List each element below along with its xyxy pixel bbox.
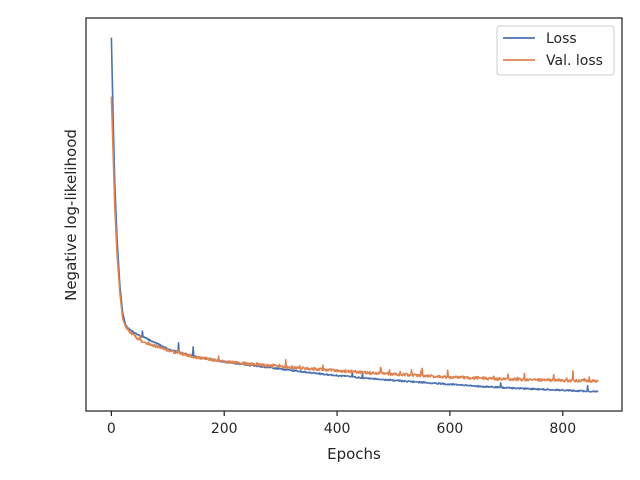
legend: Loss Val. loss <box>496 25 615 76</box>
axes-frame <box>85 17 623 412</box>
series-line-val-loss <box>110 96 599 384</box>
legend-label-loss: Loss <box>546 31 577 47</box>
x-tick-label: 800 <box>549 421 576 437</box>
series-layer <box>110 37 599 393</box>
plot-area <box>86 18 622 411</box>
legend-label-val-loss: Val. loss <box>546 53 603 69</box>
x-tick-label: 600 <box>437 421 464 437</box>
x-tick-label: 0 <box>107 421 116 437</box>
x-axis: 0 200 400 600 800 <box>107 411 576 437</box>
series-line-loss <box>110 37 599 393</box>
x-axis-label: Epochs <box>327 445 381 463</box>
y-axis-label: Negative log-likelihood <box>62 129 80 301</box>
x-tick-label: 400 <box>324 421 351 437</box>
x-tick-label: 200 <box>211 421 238 437</box>
